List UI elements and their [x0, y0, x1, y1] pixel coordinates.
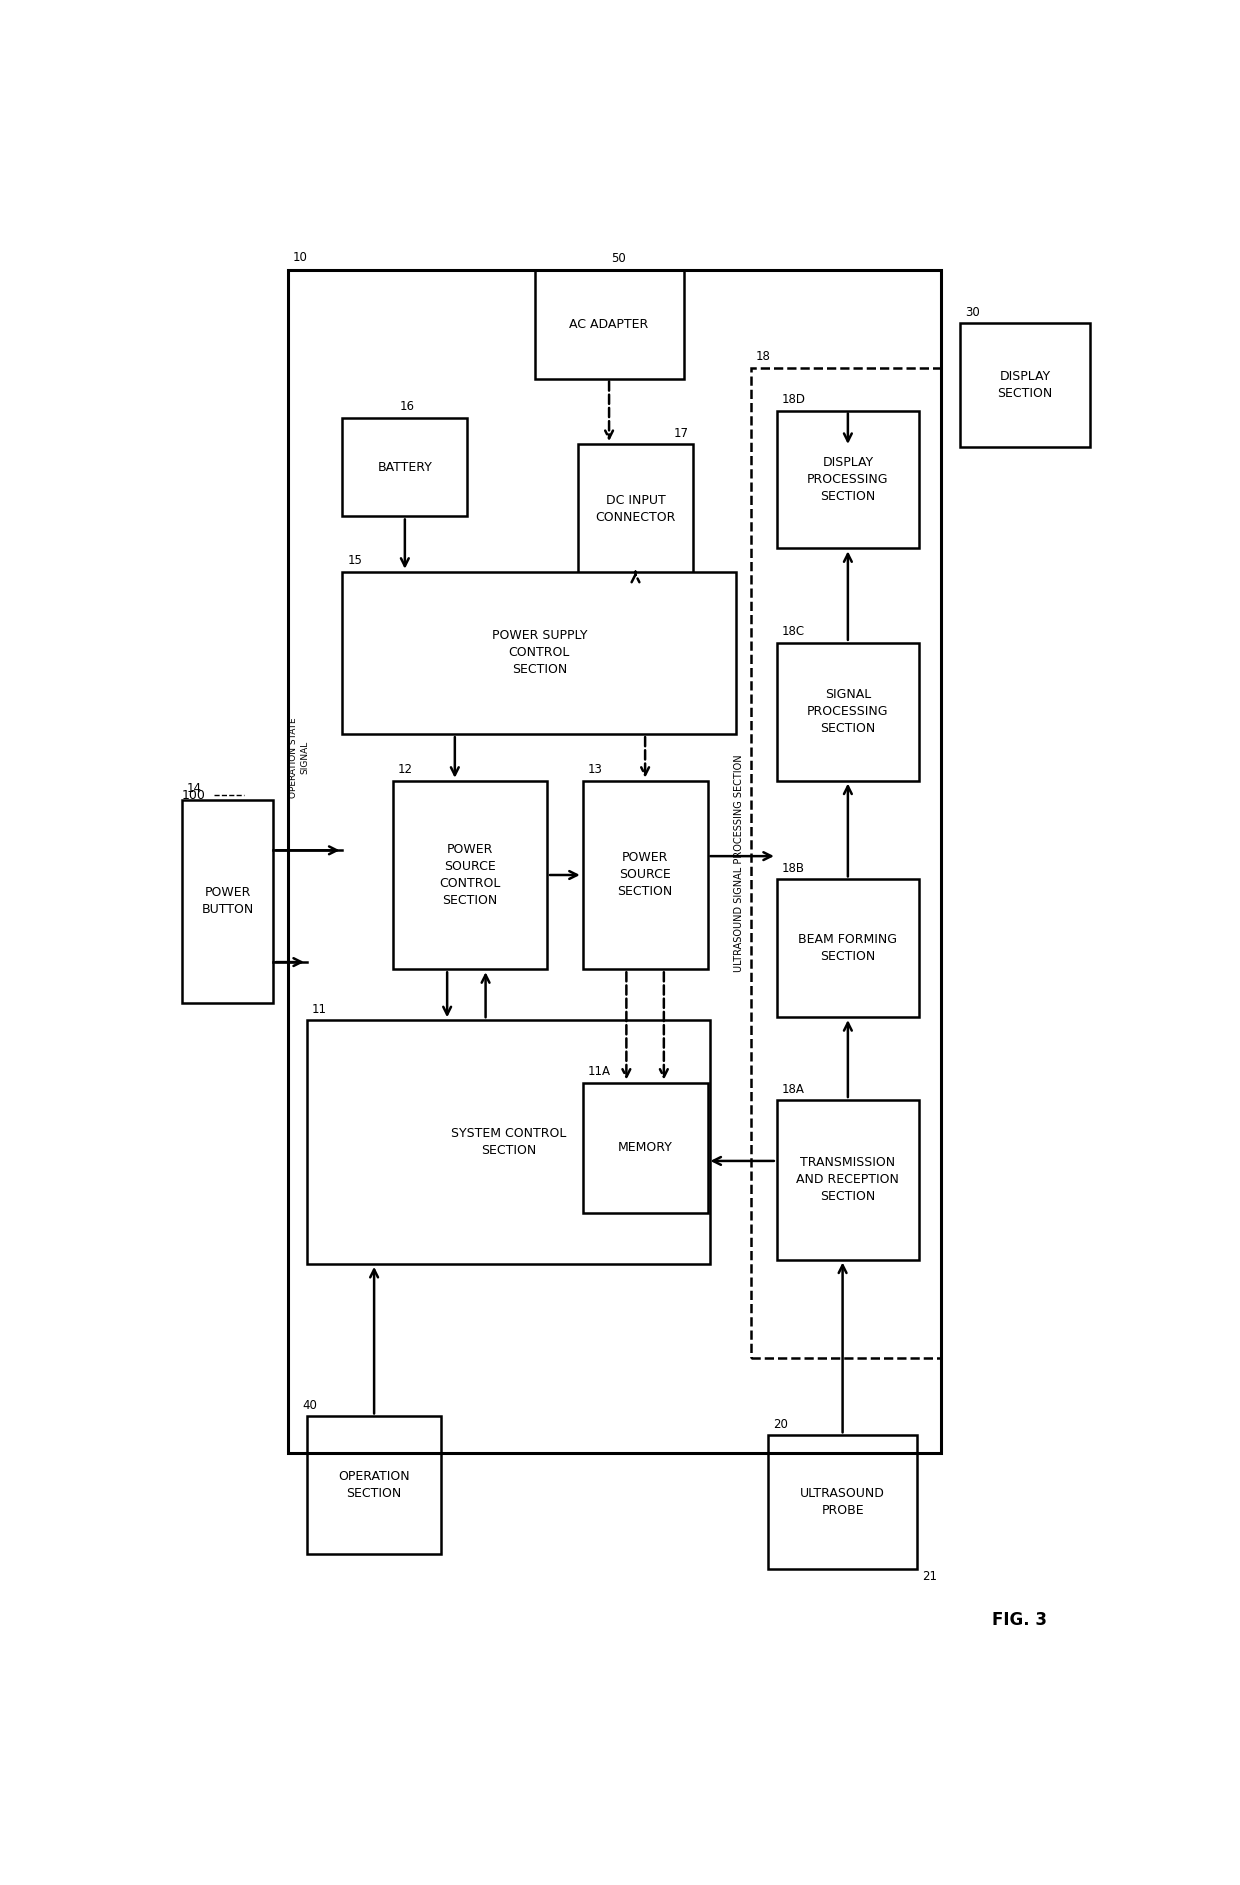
Text: POWER
BUTTON: POWER BUTTON — [201, 886, 254, 916]
Text: 50: 50 — [611, 253, 626, 266]
Bar — [342, 418, 467, 516]
Bar — [776, 1101, 919, 1259]
Text: MEMORY: MEMORY — [618, 1142, 672, 1154]
Text: OPERATION
SECTION: OPERATION SECTION — [339, 1470, 410, 1500]
Text: 11: 11 — [311, 1003, 326, 1016]
Bar — [306, 1020, 711, 1265]
Text: FIG. 3: FIG. 3 — [992, 1610, 1048, 1629]
Text: 18C: 18C — [781, 626, 805, 639]
Text: 30: 30 — [965, 305, 980, 319]
Text: 21: 21 — [921, 1570, 937, 1583]
Bar — [182, 799, 273, 1003]
Text: AC ADAPTER: AC ADAPTER — [569, 319, 649, 330]
Text: BEAM FORMING
SECTION: BEAM FORMING SECTION — [799, 933, 898, 963]
Text: 16: 16 — [401, 400, 415, 413]
Bar — [776, 411, 919, 549]
Text: 18A: 18A — [781, 1082, 805, 1095]
Bar — [288, 270, 941, 1453]
Text: ULTRASOUND SIGNAL PROCESSING SECTION: ULTRASOUND SIGNAL PROCESSING SECTION — [734, 754, 744, 973]
Text: SYSTEM CONTROL
SECTION: SYSTEM CONTROL SECTION — [451, 1127, 567, 1157]
Bar — [534, 270, 683, 379]
Text: BATTERY: BATTERY — [377, 460, 433, 473]
Bar — [583, 780, 708, 969]
Text: 13: 13 — [588, 763, 603, 777]
Text: 14: 14 — [187, 782, 202, 795]
Text: 11A: 11A — [588, 1065, 610, 1078]
Text: 20: 20 — [773, 1418, 787, 1431]
Bar — [768, 1434, 918, 1568]
Text: 18B: 18B — [781, 861, 805, 875]
Text: TRANSMISSION
AND RECEPTION
SECTION: TRANSMISSION AND RECEPTION SECTION — [796, 1156, 899, 1203]
Bar — [776, 878, 919, 1018]
Bar — [393, 780, 547, 969]
Text: 18: 18 — [755, 349, 770, 362]
Text: POWER
SOURCE
SECTION: POWER SOURCE SECTION — [618, 852, 673, 899]
Text: 17: 17 — [675, 426, 689, 439]
Text: DISPLAY
PROCESSING
SECTION: DISPLAY PROCESSING SECTION — [807, 456, 889, 503]
Bar — [342, 571, 737, 733]
Bar — [578, 443, 693, 575]
Text: 100: 100 — [182, 788, 206, 801]
Bar — [776, 643, 919, 780]
Text: ULTRASOUND
PROBE: ULTRASOUND PROBE — [800, 1487, 885, 1517]
Text: 15: 15 — [347, 554, 362, 567]
Text: DC INPUT
CONNECTOR: DC INPUT CONNECTOR — [595, 494, 676, 524]
Text: 10: 10 — [293, 251, 308, 264]
Text: POWER SUPPLY
CONTROL
SECTION: POWER SUPPLY CONTROL SECTION — [491, 630, 588, 677]
Text: 12: 12 — [398, 763, 413, 777]
Bar — [583, 1082, 708, 1214]
Text: SIGNAL
PROCESSING
SECTION: SIGNAL PROCESSING SECTION — [807, 688, 889, 735]
Text: POWER
SOURCE
CONTROL
SECTION: POWER SOURCE CONTROL SECTION — [439, 843, 501, 907]
Text: 18D: 18D — [781, 394, 806, 405]
Bar — [306, 1416, 441, 1555]
Bar — [751, 368, 941, 1359]
Text: DISPLAY
SECTION: DISPLAY SECTION — [997, 369, 1053, 400]
Text: OPERATION STATE
SIGNAL: OPERATION STATE SIGNAL — [289, 716, 310, 797]
Bar — [960, 324, 1090, 447]
Text: 40: 40 — [303, 1399, 317, 1412]
